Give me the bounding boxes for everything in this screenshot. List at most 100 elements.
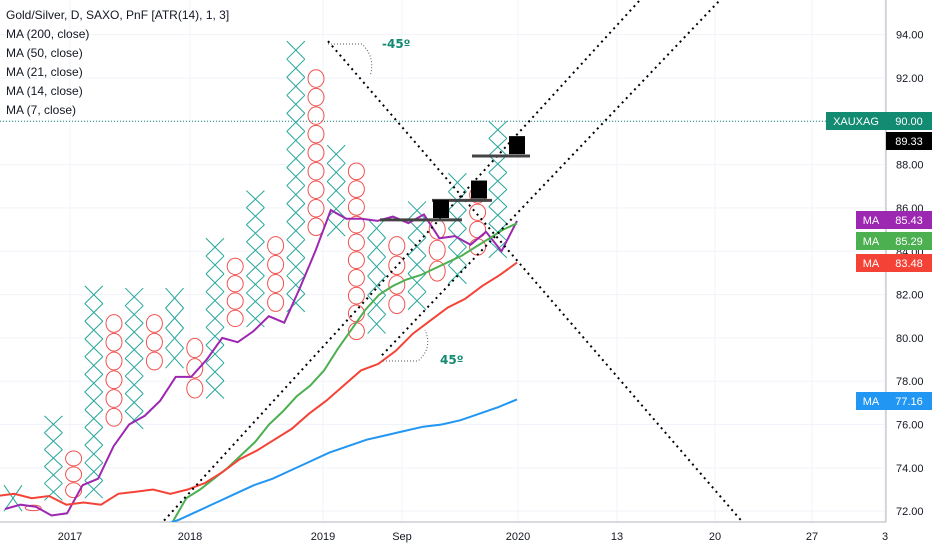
o-box <box>347 162 365 181</box>
legend-ma50[interactable]: MA (50, close) <box>6 46 83 60</box>
x-box <box>205 237 225 257</box>
x-stroke <box>246 241 265 260</box>
x-box <box>246 258 265 277</box>
ma50-line <box>169 398 518 522</box>
x-box <box>286 131 306 150</box>
x-stroke <box>205 362 225 382</box>
price-tag-label: MA <box>863 215 880 227</box>
x-stroke <box>205 255 225 275</box>
x-tick-label: 2018 <box>178 531 202 543</box>
x-stroke <box>246 258 265 277</box>
x-stroke <box>205 344 225 364</box>
x-stroke <box>448 264 467 285</box>
x-stroke <box>367 314 386 334</box>
x-stroke <box>326 199 346 219</box>
x-box <box>326 162 346 182</box>
o-box <box>307 143 325 162</box>
x-box <box>286 40 306 60</box>
x-box <box>407 255 427 274</box>
x-box <box>367 256 386 277</box>
x-box <box>84 444 104 464</box>
x-tick-label: 2019 <box>311 531 335 543</box>
o-box <box>347 251 365 270</box>
x-box <box>246 224 265 243</box>
legend-ma7[interactable]: MA (7, close) <box>6 103 77 117</box>
x-box <box>367 314 386 334</box>
x-stroke <box>488 206 508 224</box>
o-box <box>105 370 123 390</box>
x-box <box>84 356 104 375</box>
price-tag-value-bg <box>886 254 932 272</box>
x-box <box>367 237 386 258</box>
annotation-minus-45: -45º <box>382 37 411 51</box>
breakout-box <box>433 200 449 219</box>
x-stroke <box>407 201 427 220</box>
x-stroke <box>124 322 144 342</box>
x-box <box>84 427 104 446</box>
legend-ma21[interactable]: MA (21, close) <box>6 65 83 79</box>
x-stroke <box>286 203 306 223</box>
x-box <box>326 217 346 237</box>
x-box <box>488 189 508 207</box>
x-stroke <box>124 375 144 395</box>
o-box <box>186 337 204 359</box>
o-box <box>347 197 365 216</box>
x-axis-ticks: 2017 2018 2019 Sep 2020 13 20 27 3 <box>58 531 888 543</box>
price-tag: MA 85.29 <box>856 232 932 250</box>
x-stroke <box>84 373 104 393</box>
x-box <box>205 309 225 328</box>
x-stroke <box>407 273 427 293</box>
o-box <box>226 257 244 276</box>
x-stroke <box>286 76 306 96</box>
y-tick-label: 94.00 <box>896 30 924 42</box>
chart-legend: Gold/Silver, D, SAXO, PnF [ATR(14), 1, 3… <box>6 6 229 120</box>
ma21-line <box>0 261 518 506</box>
trendline-up-45-inner <box>161 0 641 522</box>
x-stroke <box>84 391 104 411</box>
x-stroke <box>205 326 225 346</box>
x-stroke <box>286 94 306 114</box>
x-box <box>246 190 265 209</box>
x-box <box>44 415 63 434</box>
x-box <box>367 294 386 315</box>
x-stroke <box>84 303 104 322</box>
x-box <box>286 149 306 168</box>
x-box <box>124 322 144 342</box>
x-stroke <box>326 181 346 201</box>
x-stroke <box>286 40 306 60</box>
price-tag: MA 83.48 <box>856 254 932 272</box>
x-stroke <box>84 285 104 304</box>
price-tag-value-bg <box>886 392 932 410</box>
price-tag-value: 90.00 <box>895 116 923 128</box>
x-box <box>205 255 225 275</box>
x-stroke <box>44 483 63 501</box>
x-stroke <box>286 275 306 295</box>
x-box <box>205 344 225 364</box>
x-stroke <box>205 273 225 293</box>
x-stroke <box>367 256 386 277</box>
legend-title[interactable]: Gold/Silver, D, SAXO, PnF [ATR(14), 1, 3… <box>6 8 230 22</box>
x-box <box>44 449 63 467</box>
x-stroke <box>246 292 265 311</box>
o-box <box>186 358 204 379</box>
x-stroke <box>326 144 346 164</box>
x-box <box>326 199 346 219</box>
x-box <box>286 257 306 277</box>
o-box <box>145 314 163 333</box>
x-stroke <box>286 257 306 277</box>
x-stroke <box>286 131 306 150</box>
x-stroke <box>488 155 508 173</box>
price-tag: MA 85.43 <box>856 211 932 229</box>
legend-ma14[interactable]: MA (14, close) <box>6 84 83 98</box>
x-box <box>286 76 306 96</box>
o-box <box>105 332 123 352</box>
o-box <box>307 124 325 144</box>
o-box <box>105 351 123 371</box>
x-stroke <box>3 484 23 512</box>
legend-ma200[interactable]: MA (200, close) <box>6 27 90 41</box>
grid <box>0 0 886 522</box>
x-stroke <box>205 237 225 257</box>
x-box <box>488 120 508 139</box>
x-stroke <box>124 358 144 377</box>
